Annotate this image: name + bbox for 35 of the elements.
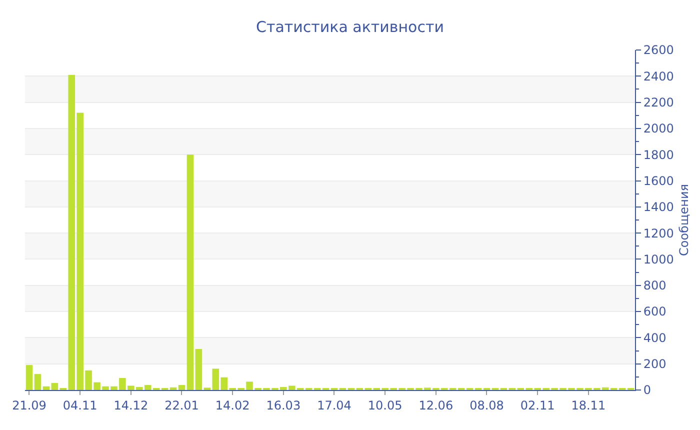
x-tick-label: 21.09: [12, 398, 46, 412]
x-tick-label: 12.06: [418, 398, 454, 412]
y-axis-title: Сообщения: [676, 184, 691, 256]
bar: [178, 385, 186, 390]
y-tick-label: 1400: [643, 200, 674, 214]
y-tick-label: 600: [643, 304, 666, 319]
bar: [195, 348, 202, 390]
y-tick-label: 2000: [643, 122, 674, 136]
y-tick-label: 400: [643, 330, 666, 345]
bar: [26, 365, 33, 390]
x-tick-label: 14.12: [114, 398, 148, 412]
y-tick-label: 2600: [643, 43, 674, 58]
x-tick-label: 10.05: [368, 398, 402, 412]
y-tick-label: 200: [643, 357, 666, 372]
y-tick-label: 2200: [643, 96, 674, 110]
bar: [186, 154, 194, 390]
y-tick-label: 1200: [643, 226, 674, 240]
y-tick-label: 1800: [643, 148, 674, 162]
x-tick-label: 16.03: [266, 398, 301, 412]
x-tick-label: 08.08: [470, 398, 504, 412]
y-tick-label: 1000: [643, 252, 674, 266]
bar: [34, 374, 42, 390]
y-tick-label: 800: [643, 278, 666, 293]
y-tick-label: 0: [643, 383, 652, 398]
x-tick-label: 22.01: [164, 398, 199, 412]
bar: [42, 386, 50, 390]
x-tick-label: 14.02: [215, 398, 250, 412]
bar: [170, 387, 177, 390]
x-tick-label: 04.11: [62, 398, 98, 412]
x-tick-label: 18.11: [571, 398, 606, 412]
x-tick-label: 02.11: [520, 398, 555, 412]
y-tick-label: 2400: [643, 69, 674, 84]
chart-title: Статистика активности: [256, 18, 444, 36]
x-tick-label: 17.04: [317, 398, 352, 412]
y-tick-label: 1600: [643, 174, 674, 188]
